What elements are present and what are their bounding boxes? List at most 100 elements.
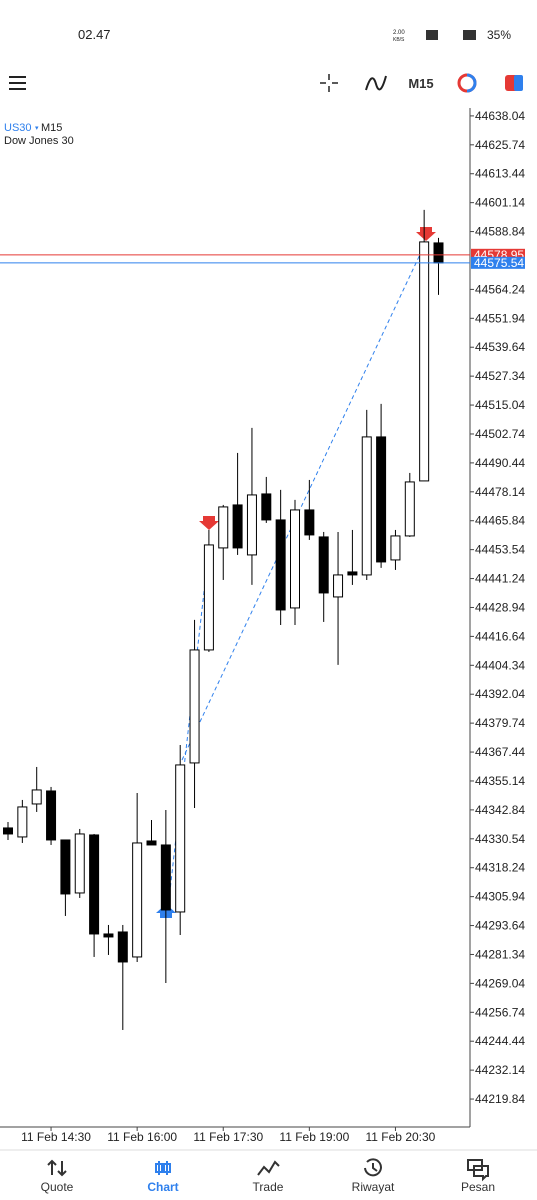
symbol-label: US30 <box>4 122 32 134</box>
candle-body <box>261 493 272 521</box>
candle-body <box>132 842 143 958</box>
nav-item[interactable]: Riwayat <box>352 1158 395 1194</box>
candle-body <box>146 840 157 846</box>
price-tag <box>471 248 525 261</box>
candle-body <box>246 494 257 556</box>
trade-line <box>167 547 210 909</box>
y-tick-label: 44244.44 <box>475 1034 525 1048</box>
candle-body <box>290 509 300 609</box>
indicators-button[interactable] <box>365 75 387 91</box>
y-tick-label: 44232.14 <box>475 1063 525 1077</box>
y-tick-label: 44613.44 <box>475 167 525 181</box>
y-tick-label: 44305.94 <box>475 890 525 904</box>
candle-body <box>347 571 358 576</box>
y-tick-label: 44515.04 <box>475 398 525 412</box>
x-tick-label: 11 Feb 14:30 <box>21 1130 91 1144</box>
signal-icon <box>426 30 438 40</box>
candle-body <box>376 436 387 563</box>
candle-body <box>361 436 372 576</box>
nav-item[interactable]: Quote <box>41 1159 74 1194</box>
candle-body <box>404 481 415 537</box>
status-time: 02.47 <box>78 27 111 42</box>
y-tick-label: 44256.74 <box>475 1005 525 1019</box>
y-tick-label: 44551.94 <box>475 311 525 325</box>
nav-item[interactable]: Pesan <box>461 1159 495 1194</box>
candle-body <box>31 789 42 805</box>
status-battery: 35% <box>487 28 511 42</box>
y-tick-label: 44539.64 <box>475 340 525 354</box>
y-tick-label: 44490.44 <box>475 456 525 470</box>
candle-body <box>60 839 71 895</box>
candle-body <box>333 574 344 598</box>
nav-label: Riwayat <box>352 1180 395 1194</box>
objects-button-half <box>466 73 477 93</box>
candle-body <box>232 504 243 549</box>
status-speed-unit: KB/S <box>393 37 405 43</box>
candle-body <box>275 519 286 611</box>
y-tick-label: 44318.24 <box>475 861 525 875</box>
sell-arrow <box>199 516 219 530</box>
timeframe-label: M15 <box>41 122 62 134</box>
menu-button[interactable] <box>9 76 26 90</box>
trade-line <box>181 245 425 761</box>
candle-body <box>103 933 114 938</box>
nav-icon <box>47 1159 67 1177</box>
sell-arrow <box>416 227 436 241</box>
y-tick-label: 44379.74 <box>475 716 525 730</box>
x-tick-label: 11 Feb 19:00 <box>279 1130 349 1144</box>
candle-body <box>433 242 444 264</box>
y-tick-label: 44342.84 <box>475 803 525 817</box>
description-label: Dow Jones 30 <box>4 135 74 147</box>
nav-label: Trade <box>253 1180 284 1194</box>
nav-icons: Quote Chart Trade Riwayat Pesan <box>41 1158 495 1194</box>
nav-item[interactable]: Trade <box>253 1160 284 1194</box>
y-tick-label: 44404.34 <box>475 658 525 672</box>
candle-body <box>89 834 100 935</box>
x-tick-label: 11 Feb 16:00 <box>107 1130 177 1144</box>
y-tick-label: 44564.24 <box>475 282 525 296</box>
signal-icon <box>463 30 476 40</box>
nav-icon <box>155 1161 171 1175</box>
y-tick-label: 44281.34 <box>475 947 525 961</box>
candle-body <box>419 241 430 482</box>
candle-body <box>117 931 128 963</box>
y-tick-label: 44527.34 <box>475 369 525 383</box>
price-tag <box>471 256 525 269</box>
candle-body <box>17 806 28 838</box>
y-tick-label: 44465.84 <box>475 514 525 528</box>
nav-item[interactable]: Chart <box>147 1161 179 1194</box>
y-tick-label: 44441.24 <box>475 572 525 586</box>
nav-icon <box>467 1159 489 1182</box>
y-tick-label: 44330.54 <box>475 832 525 846</box>
candle-body <box>304 509 315 536</box>
candle-body <box>175 764 186 913</box>
y-tick-label: 44219.84 <box>475 1092 525 1106</box>
candle-body <box>189 649 200 764</box>
y-tick-label: 44601.14 <box>475 196 525 210</box>
y-tick-label: 44416.64 <box>475 629 525 643</box>
candle-body <box>218 506 229 549</box>
y-tick-label: 44428.94 <box>475 600 525 614</box>
candle-body <box>318 536 329 594</box>
x-tick-label: 11 Feb 20:30 <box>366 1130 436 1144</box>
candle-body <box>74 833 85 894</box>
y-tick-label: 44293.64 <box>475 919 525 933</box>
y-tick-label: 44638.04 <box>475 109 525 123</box>
crosshair-button[interactable] <box>320 74 338 92</box>
trade-button-half <box>514 75 523 91</box>
candle-body <box>3 827 13 835</box>
candle-body <box>203 544 214 651</box>
legend-separator: ▾ <box>35 125 39 132</box>
nav-icon <box>257 1160 280 1176</box>
timeframe-button[interactable]: M15 <box>408 76 433 91</box>
nav-icon <box>364 1158 382 1177</box>
y-tick-label: 44355.14 <box>475 774 525 788</box>
y-tick-label: 44453.54 <box>475 543 525 557</box>
status-speed: 2.00 <box>393 30 405 36</box>
y-tick-label: 44502.74 <box>475 427 525 441</box>
y-tick-label: 44625.74 <box>475 138 525 152</box>
x-tick-label: 11 Feb 17:30 <box>193 1130 263 1144</box>
y-tick-label: 44588.84 <box>475 225 525 239</box>
